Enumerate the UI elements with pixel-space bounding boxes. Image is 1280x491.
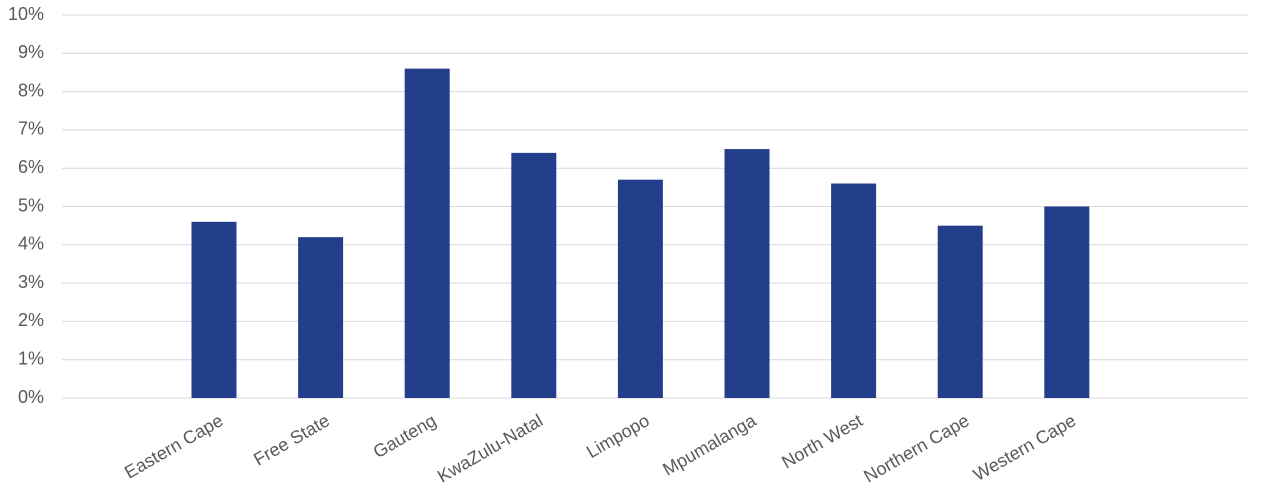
x-tick-label: Western Cape xyxy=(970,410,1079,485)
x-tick-label: Limpopo xyxy=(583,410,653,462)
x-tick-label: KwaZulu-Natal xyxy=(434,410,546,486)
y-tick-label: 9% xyxy=(18,42,44,62)
y-tick-label: 3% xyxy=(18,272,44,292)
y-tick-label: 6% xyxy=(18,157,44,177)
x-tick-label: North West xyxy=(778,410,866,472)
bar xyxy=(191,221,237,398)
bar xyxy=(298,237,344,398)
y-tick-label: 0% xyxy=(18,387,44,407)
bar xyxy=(1044,206,1090,398)
bar xyxy=(511,152,557,398)
bar xyxy=(937,225,983,398)
bar xyxy=(404,68,450,399)
bar xyxy=(831,183,877,398)
y-tick-label: 1% xyxy=(18,348,44,368)
bar xyxy=(724,149,770,398)
y-tick-label: 10% xyxy=(8,4,44,24)
x-tick-label: Eastern Cape xyxy=(121,410,226,482)
y-tick-label: 2% xyxy=(18,310,44,330)
y-tick-label: 4% xyxy=(18,234,44,254)
bar xyxy=(617,179,663,398)
x-tick-label: Gauteng xyxy=(370,410,440,462)
y-tick-label: 5% xyxy=(18,195,44,215)
x-tick-label: Northern Cape xyxy=(860,410,972,486)
x-tick-label: Free State xyxy=(250,410,333,469)
y-tick-label: 8% xyxy=(18,80,44,100)
y-tick-label: 7% xyxy=(18,119,44,139)
x-tick-label: Mpumalanga xyxy=(659,410,760,480)
